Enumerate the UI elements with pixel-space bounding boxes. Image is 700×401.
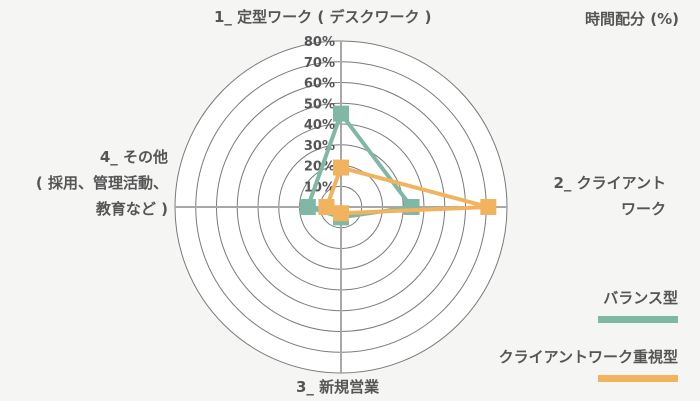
tick-label: 20% (304, 160, 335, 175)
axis-label-other: 4_ その他 ( 採用、管理活動、 教育など ) (6, 144, 168, 222)
tick-label: 80% (304, 35, 335, 50)
tick-label: 50% (304, 97, 335, 112)
axis-label-desk-work: 1_ 定型ワーク ( デスクワーク ) (214, 4, 432, 30)
data-point-marker (318, 199, 335, 215)
tick-label: 70% (304, 56, 335, 71)
data-point-marker (403, 199, 420, 215)
legend-label: クライアントワーク重視型 (498, 348, 678, 366)
tick-label: 40% (304, 118, 335, 133)
data-point-marker (480, 199, 497, 215)
axis-label-text: 3_ 新規営業 (296, 378, 380, 396)
unit-label: 時間配分 (%) (585, 10, 679, 28)
axis-label-client-work: 2_ クライアント ワーク (520, 170, 666, 222)
legend-swatch (598, 316, 678, 323)
data-point-marker (333, 105, 349, 122)
axis-label-line: 教育など ) (95, 200, 168, 218)
axis-label-line: ( 採用、管理活動、 (35, 174, 168, 192)
data-point-marker (333, 205, 349, 222)
legend-label: バランス型 (603, 289, 678, 307)
axis-label-text: 1_ 定型ワーク ( デスクワーク ) (214, 8, 432, 26)
series-client-focused (318, 159, 497, 222)
legend-swatch (598, 375, 678, 382)
axis-label-new-sales: 3_ 新規営業 (296, 374, 379, 400)
axis-label-line: ワーク (620, 200, 666, 218)
axis-label-line: 4_ その他 (99, 148, 168, 166)
tick-label: 60% (304, 77, 335, 92)
legend-item-balance: バランス型 (598, 287, 678, 323)
legend-item-client-focused: クライアントワーク重視型 (499, 346, 678, 382)
data-point-marker (333, 159, 349, 176)
axis-label-line: 2_ クライアント (553, 174, 666, 192)
data-point-marker (299, 199, 316, 215)
